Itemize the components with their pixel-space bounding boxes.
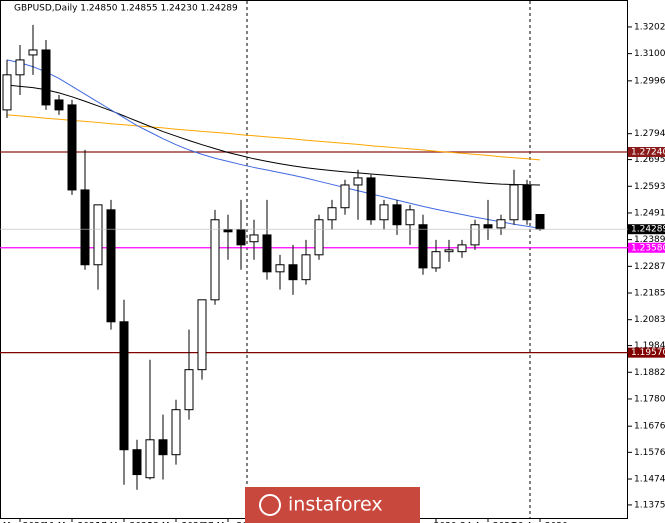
plot-frame — [0, 0, 628, 519]
x-tick-label: 17 Mar 2020 — [95, 522, 152, 523]
candle-body — [145, 439, 155, 479]
candle-body — [301, 254, 311, 281]
candle-body — [54, 99, 64, 111]
level-tag — [628, 242, 665, 253]
candle-body — [67, 104, 77, 191]
candle-body — [379, 204, 389, 221]
candle-body — [327, 207, 337, 221]
x-tick-label: 5 Mar 2020 — [0, 522, 46, 523]
y-tick-label: 1.19840 — [634, 341, 665, 351]
indicator-line — [6, 84, 541, 186]
x-tick-label: 27 Mar 202 — [202, 522, 253, 523]
y-tick-label: 1.15760 — [634, 448, 665, 458]
candle-body — [119, 321, 129, 451]
y-tick-label: 1.17800 — [634, 394, 665, 404]
candle-body — [15, 59, 25, 76]
y-tick-label: 1.26950 — [634, 155, 665, 165]
candle-body — [80, 189, 90, 266]
candle-body — [171, 409, 181, 456]
x-tick-label: Apr 2020 — [415, 522, 457, 523]
candle-body — [262, 234, 272, 273]
y-tick-label: 1.24910 — [634, 208, 665, 218]
y-tick-label: 1.32020 — [634, 22, 665, 32]
x-tick-label: 23 Mar 2020 — [147, 522, 204, 523]
last-price-tag — [628, 224, 665, 235]
indicator-line — [6, 59, 541, 229]
candle-body — [444, 249, 454, 253]
candle-body — [106, 209, 116, 323]
y-tick-label: 1.20830 — [634, 315, 665, 325]
candle-body — [2, 74, 12, 111]
candle-body — [28, 49, 38, 56]
candle-body — [210, 219, 220, 301]
candle-body — [184, 369, 194, 411]
watermark: instaforex — [288, 494, 383, 516]
candle-body — [405, 209, 415, 226]
y-tick-label: 1.25930 — [634, 182, 665, 192]
chart-title: GBPUSD,Daily 1.24850 1.24855 1.24230 1.2… — [14, 4, 238, 14]
candle-body — [431, 251, 441, 269]
level-tag — [628, 146, 665, 157]
x-tick-label: 30 Apr 2020 — [512, 522, 568, 523]
candle-body — [236, 229, 246, 246]
y-tick-label: 1.31000 — [634, 49, 665, 59]
candle-body — [470, 224, 480, 246]
candle-body — [275, 264, 285, 273]
y-tick-label: 1.14740 — [634, 475, 665, 485]
candle-body — [392, 204, 402, 226]
last-price-label: 1.24289 — [631, 225, 665, 235]
candle-body — [535, 214, 545, 230]
candle-body — [340, 184, 350, 209]
level-label: 1.19570 — [631, 348, 665, 358]
y-tick-label: 1.23890 — [634, 235, 665, 245]
watermark-bg — [245, 487, 420, 523]
candle-body — [496, 219, 506, 229]
candle-body — [522, 184, 532, 221]
candle-body — [197, 299, 207, 371]
x-tick-label: 24 Apr 2020 — [460, 522, 516, 523]
candle-body — [366, 177, 376, 221]
y-tick-label: 1.22870 — [634, 262, 665, 272]
candle-body — [314, 219, 324, 256]
candle-body — [158, 439, 168, 456]
candle-body — [483, 224, 493, 229]
candle-body — [353, 177, 363, 186]
candle-body — [93, 204, 103, 266]
candle-body — [457, 244, 467, 253]
level-tag — [628, 347, 665, 358]
y-tick-label: 1.27940 — [634, 129, 665, 139]
level-label: 1.23580 — [631, 243, 665, 253]
x-tick-label: 11 Mar 2020 — [43, 522, 100, 523]
candle-body — [41, 49, 51, 106]
y-tick-label: 1.21850 — [634, 289, 665, 299]
candle-body — [418, 224, 428, 269]
level-label: 1.27240 — [631, 147, 665, 157]
candle-body — [132, 449, 142, 476]
y-tick-label: 1.18820 — [634, 368, 665, 378]
candle-body — [249, 234, 259, 243]
indicator-line — [6, 114, 541, 161]
candle-body — [288, 264, 298, 281]
candle-body — [223, 229, 233, 233]
y-tick-label: 1.16760 — [634, 422, 665, 432]
y-tick-label: 1.29960 — [634, 76, 665, 86]
watermark-logo — [259, 494, 281, 516]
y-tick-label: 1.13750 — [634, 500, 665, 510]
candle-body — [509, 184, 519, 221]
